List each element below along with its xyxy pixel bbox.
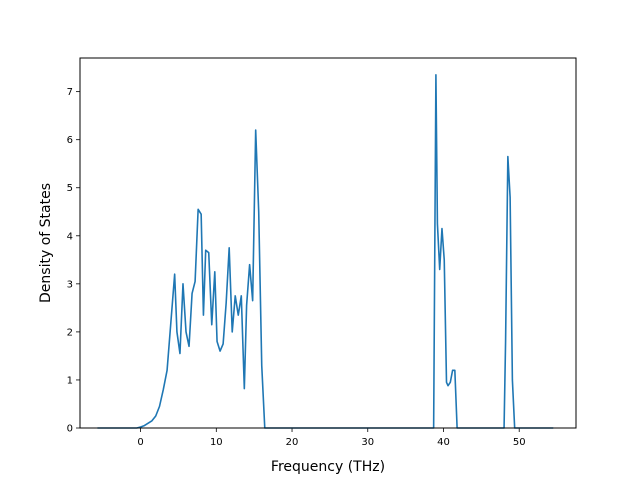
y-tick-label: 4 [67,231,73,242]
dos-series-line [97,74,554,429]
ticks-layer: 0 10 20 30 40 50 0 1 2 3 4 5 6 7 [67,87,526,448]
x-tick-label: 0 [137,437,143,448]
x-axis-label: Frequency (THz) [271,459,385,475]
y-tick-label: 2 [67,327,73,338]
y-tick-label: 7 [67,87,73,98]
y-tick-label: 3 [67,279,73,290]
plot-area [80,58,576,428]
x-tick-label: 40 [437,437,450,448]
series-layer [97,74,554,429]
y-tick-label: 5 [67,183,73,194]
y-axis-label: Density of States [38,183,54,303]
x-tick-label: 30 [361,437,374,448]
x-tick-label: 50 [513,437,526,448]
y-tick-label: 6 [67,135,73,146]
y-tick-label: 0 [67,424,73,435]
x-tick-label: 20 [286,437,299,448]
plot-frame [79,57,577,429]
y-tick-label: 1 [67,375,73,386]
x-tick-label: 10 [210,437,223,448]
